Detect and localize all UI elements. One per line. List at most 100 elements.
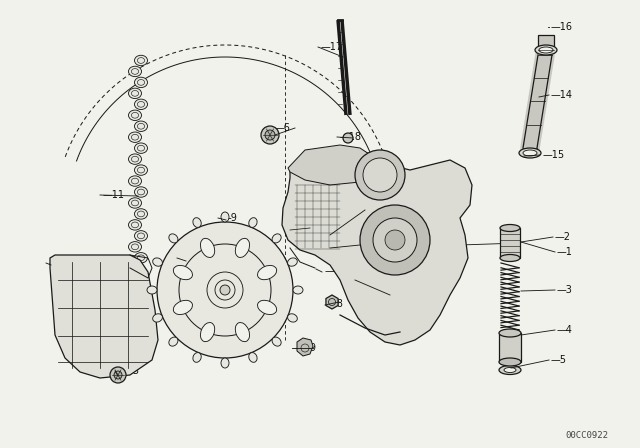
Ellipse shape — [221, 358, 229, 368]
Ellipse shape — [293, 286, 303, 294]
Polygon shape — [282, 148, 472, 345]
Text: 00CC0922: 00CC0922 — [566, 431, 609, 440]
Text: —4: —4 — [557, 325, 573, 335]
Circle shape — [373, 218, 417, 262]
Ellipse shape — [153, 314, 163, 322]
Ellipse shape — [287, 314, 298, 322]
Bar — [499, 333, 521, 362]
Ellipse shape — [138, 123, 145, 129]
Ellipse shape — [134, 187, 147, 197]
Ellipse shape — [236, 238, 250, 258]
Circle shape — [261, 126, 279, 144]
Circle shape — [360, 205, 430, 275]
Ellipse shape — [138, 233, 145, 239]
Text: —14: —14 — [551, 90, 573, 100]
Ellipse shape — [138, 167, 145, 173]
Ellipse shape — [523, 150, 537, 156]
Circle shape — [355, 150, 405, 200]
Ellipse shape — [131, 310, 139, 315]
Ellipse shape — [131, 90, 139, 96]
Ellipse shape — [138, 255, 145, 261]
Ellipse shape — [138, 211, 145, 217]
Ellipse shape — [134, 231, 147, 241]
Ellipse shape — [504, 367, 516, 372]
Polygon shape — [50, 255, 158, 378]
Ellipse shape — [138, 101, 145, 107]
Ellipse shape — [131, 288, 139, 293]
Ellipse shape — [131, 156, 139, 162]
Text: —19: —19 — [295, 343, 317, 353]
Ellipse shape — [131, 266, 139, 271]
Text: —5: —5 — [551, 355, 567, 365]
Bar — [500, 228, 520, 258]
Text: —1: —1 — [557, 247, 573, 257]
Text: —3: —3 — [557, 285, 573, 295]
Ellipse shape — [500, 224, 520, 232]
Ellipse shape — [134, 319, 147, 329]
Ellipse shape — [519, 148, 541, 158]
Ellipse shape — [221, 212, 229, 222]
Ellipse shape — [499, 366, 521, 375]
Ellipse shape — [131, 134, 139, 140]
Ellipse shape — [193, 353, 201, 362]
Ellipse shape — [131, 222, 139, 228]
Text: —18: —18 — [340, 132, 362, 142]
Ellipse shape — [138, 58, 145, 63]
Ellipse shape — [535, 45, 557, 55]
Text: —12: —12 — [49, 258, 71, 268]
Ellipse shape — [129, 132, 141, 142]
Circle shape — [157, 222, 293, 358]
Ellipse shape — [129, 154, 141, 164]
Ellipse shape — [129, 241, 141, 252]
Ellipse shape — [134, 121, 147, 131]
Ellipse shape — [134, 77, 147, 88]
Circle shape — [110, 367, 126, 383]
Text: —8: —8 — [328, 299, 344, 309]
Ellipse shape — [500, 254, 520, 262]
Ellipse shape — [138, 321, 145, 327]
Circle shape — [385, 230, 405, 250]
Ellipse shape — [129, 176, 141, 186]
Text: —9: —9 — [222, 213, 238, 223]
Ellipse shape — [499, 358, 521, 366]
Ellipse shape — [173, 300, 193, 314]
Ellipse shape — [129, 198, 141, 208]
Text: —7: —7 — [325, 266, 341, 276]
Circle shape — [363, 158, 397, 192]
Polygon shape — [326, 295, 338, 309]
Polygon shape — [297, 338, 313, 356]
Ellipse shape — [169, 234, 178, 243]
Ellipse shape — [131, 112, 139, 118]
Ellipse shape — [499, 329, 521, 337]
Ellipse shape — [257, 300, 276, 314]
Ellipse shape — [169, 337, 178, 346]
Ellipse shape — [138, 145, 145, 151]
Text: —2: —2 — [555, 232, 571, 242]
Ellipse shape — [131, 332, 139, 337]
Ellipse shape — [134, 297, 147, 307]
Circle shape — [220, 285, 230, 295]
Ellipse shape — [272, 337, 281, 346]
Ellipse shape — [129, 88, 141, 99]
Ellipse shape — [129, 329, 141, 340]
Ellipse shape — [131, 200, 139, 206]
Ellipse shape — [200, 323, 214, 342]
Circle shape — [343, 133, 353, 143]
Ellipse shape — [134, 99, 147, 109]
Circle shape — [265, 130, 275, 140]
Ellipse shape — [134, 55, 147, 66]
Ellipse shape — [138, 277, 145, 283]
Ellipse shape — [131, 244, 139, 250]
Ellipse shape — [131, 69, 139, 74]
Ellipse shape — [153, 258, 163, 266]
Ellipse shape — [129, 66, 141, 77]
Ellipse shape — [287, 258, 298, 266]
Ellipse shape — [138, 80, 145, 85]
Text: —10: —10 — [180, 253, 202, 263]
Ellipse shape — [272, 234, 281, 243]
Ellipse shape — [193, 218, 201, 228]
Ellipse shape — [129, 285, 141, 296]
Ellipse shape — [134, 209, 147, 219]
Ellipse shape — [129, 307, 141, 318]
Ellipse shape — [138, 299, 145, 305]
